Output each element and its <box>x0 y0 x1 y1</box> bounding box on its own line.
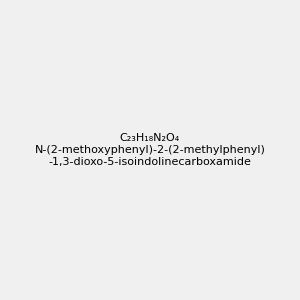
Text: C₂₃H₁₈N₂O₄
N-(2-methoxyphenyl)-2-(2-methylphenyl)
-1,3-dioxo-5-isoindolinecarbox: C₂₃H₁₈N₂O₄ N-(2-methoxyphenyl)-2-(2-meth… <box>34 134 266 166</box>
